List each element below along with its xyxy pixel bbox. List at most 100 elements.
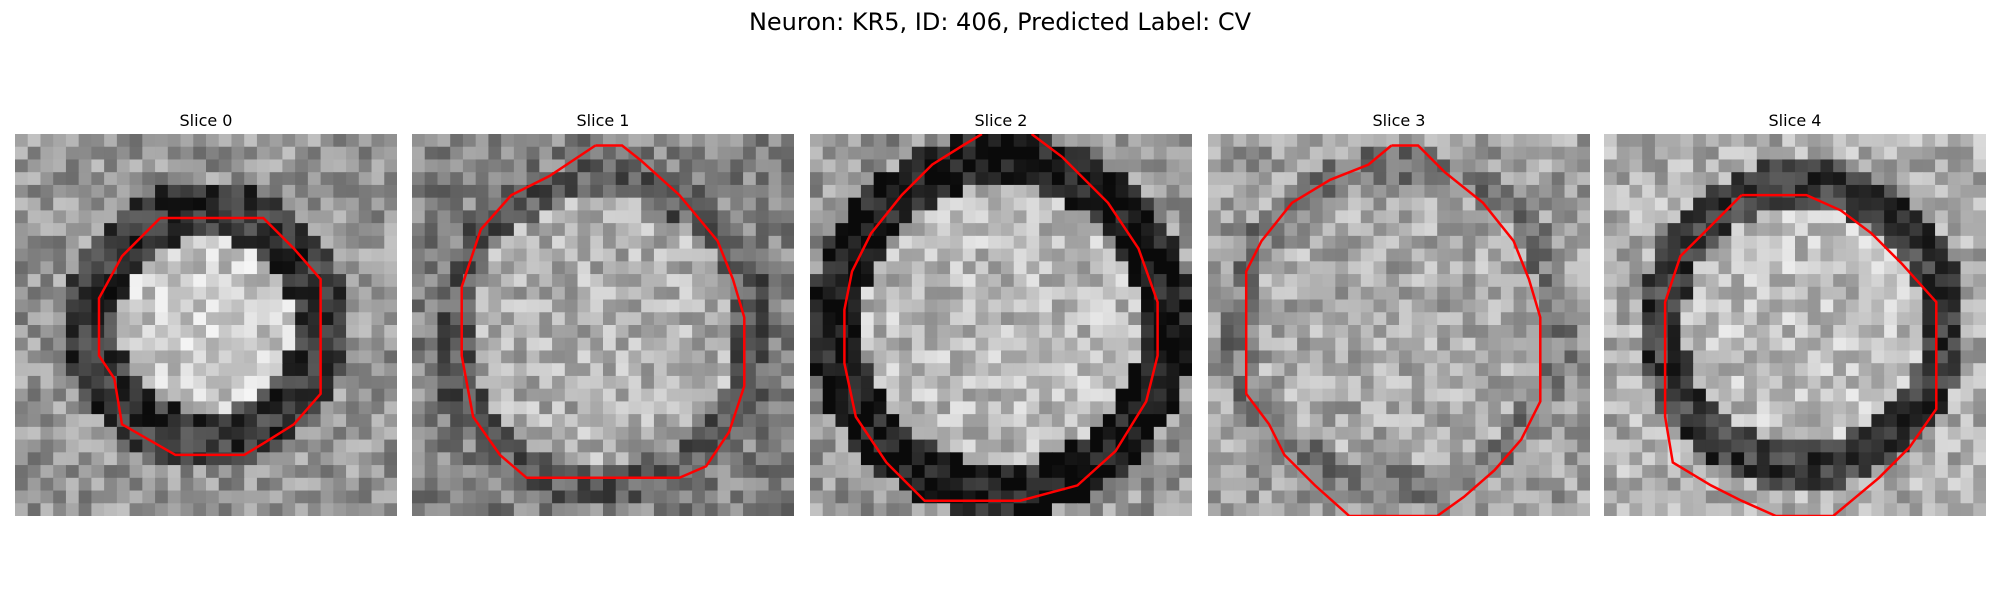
image-pixel	[1386, 223, 1400, 237]
image-pixel	[1973, 210, 1986, 224]
image-pixel	[1693, 248, 1707, 262]
image-pixel	[1208, 248, 1222, 262]
image-pixel	[755, 426, 770, 441]
image-pixel	[1807, 375, 1822, 390]
image-pixel	[1909, 490, 1923, 504]
image-pixel	[1513, 337, 1527, 352]
image-pixel	[1909, 312, 1923, 326]
image-pixel	[743, 134, 757, 148]
image-pixel	[1526, 210, 1540, 224]
image-pixel	[501, 184, 515, 199]
image-pixel	[975, 146, 989, 161]
image-pixel	[1233, 414, 1247, 428]
image-pixel	[1220, 375, 1235, 390]
image-pixel	[1896, 375, 1911, 390]
image-pixel	[526, 503, 540, 516]
image-pixel	[1820, 159, 1834, 173]
image-pixel	[1551, 248, 1566, 262]
image-pixel	[1680, 350, 1694, 364]
image-pixel	[1820, 248, 1834, 262]
image-pixel	[1013, 325, 1028, 339]
image-pixel	[1705, 439, 1720, 453]
image-pixel	[717, 274, 731, 288]
image-pixel	[730, 490, 744, 504]
image-pixel	[167, 490, 182, 504]
image-pixel	[346, 388, 360, 402]
image-pixel	[1718, 325, 1732, 339]
image-pixel	[1820, 146, 1834, 161]
image-pixel	[1845, 146, 1860, 161]
image-pixel	[743, 235, 757, 250]
image-pixel	[988, 388, 1002, 402]
image-pixel	[358, 134, 373, 148]
image-pixel	[384, 388, 397, 402]
image-pixel	[1858, 172, 1872, 186]
image-pixel	[1284, 503, 1298, 516]
image-pixel	[628, 159, 642, 173]
image-pixel	[526, 363, 540, 377]
image-pixel	[1922, 503, 1936, 516]
image-pixel	[1833, 299, 1847, 313]
image-pixel	[244, 134, 258, 148]
image-pixel	[1488, 184, 1502, 199]
image-pixel	[911, 159, 926, 173]
image-pixel	[1090, 134, 1104, 148]
image-pixel	[653, 210, 668, 224]
image-pixel	[1539, 299, 1553, 313]
image-pixel	[810, 184, 824, 199]
image-pixel	[180, 490, 194, 504]
image-pixel	[1208, 261, 1222, 275]
image-pixel	[628, 388, 642, 402]
image-pixel	[1258, 146, 1273, 161]
image-pixel	[1233, 172, 1247, 186]
image-pixel	[295, 235, 309, 250]
image-pixel	[1616, 172, 1631, 186]
image-pixel	[526, 286, 540, 301]
image-pixel	[1680, 146, 1694, 161]
image-pixel	[1960, 426, 1974, 441]
image-pixel	[988, 235, 1002, 250]
image-pixel	[615, 503, 630, 516]
image-pixel	[603, 337, 617, 352]
image-pixel	[1475, 312, 1489, 326]
image-pixel	[1373, 210, 1387, 224]
image-pixel	[539, 184, 553, 199]
image-pixel	[384, 490, 397, 504]
image-pixel	[1360, 363, 1375, 377]
image-pixel	[1782, 337, 1796, 352]
image-pixel	[1539, 477, 1553, 492]
image-pixel	[1526, 465, 1540, 479]
image-pixel	[1348, 223, 1362, 237]
image-pixel	[1705, 414, 1720, 428]
image-pixel	[873, 235, 887, 250]
image-pixel	[743, 414, 757, 428]
image-pixel	[1411, 325, 1426, 339]
image-pixel	[835, 134, 849, 148]
image-pixel	[1001, 248, 1015, 262]
image-pixel	[1667, 146, 1681, 161]
image-pixel	[1513, 197, 1527, 211]
image-pixel	[513, 159, 528, 173]
image-pixel	[1179, 274, 1192, 288]
image-pixel	[1090, 172, 1104, 186]
image-pixel	[1718, 159, 1732, 173]
image-pixel	[1782, 261, 1796, 275]
image-pixel	[1500, 286, 1515, 301]
image-pixel	[437, 363, 451, 377]
image-pixel	[1769, 261, 1783, 275]
image-pixel	[1179, 184, 1192, 199]
image-pixel	[988, 477, 1002, 492]
image-pixel	[193, 337, 207, 352]
image-pixel	[1322, 223, 1336, 237]
image-pixel	[437, 248, 451, 262]
image-pixel	[1782, 414, 1796, 428]
image-pixel	[810, 452, 824, 466]
image-pixel	[475, 159, 489, 173]
image-pixel	[1642, 223, 1656, 237]
image-pixel	[810, 248, 824, 262]
image-pixel	[1769, 452, 1783, 466]
image-pixel	[1220, 134, 1235, 148]
image-pixel	[333, 337, 347, 352]
image-pixel	[78, 414, 92, 428]
image-pixel	[1896, 490, 1911, 504]
